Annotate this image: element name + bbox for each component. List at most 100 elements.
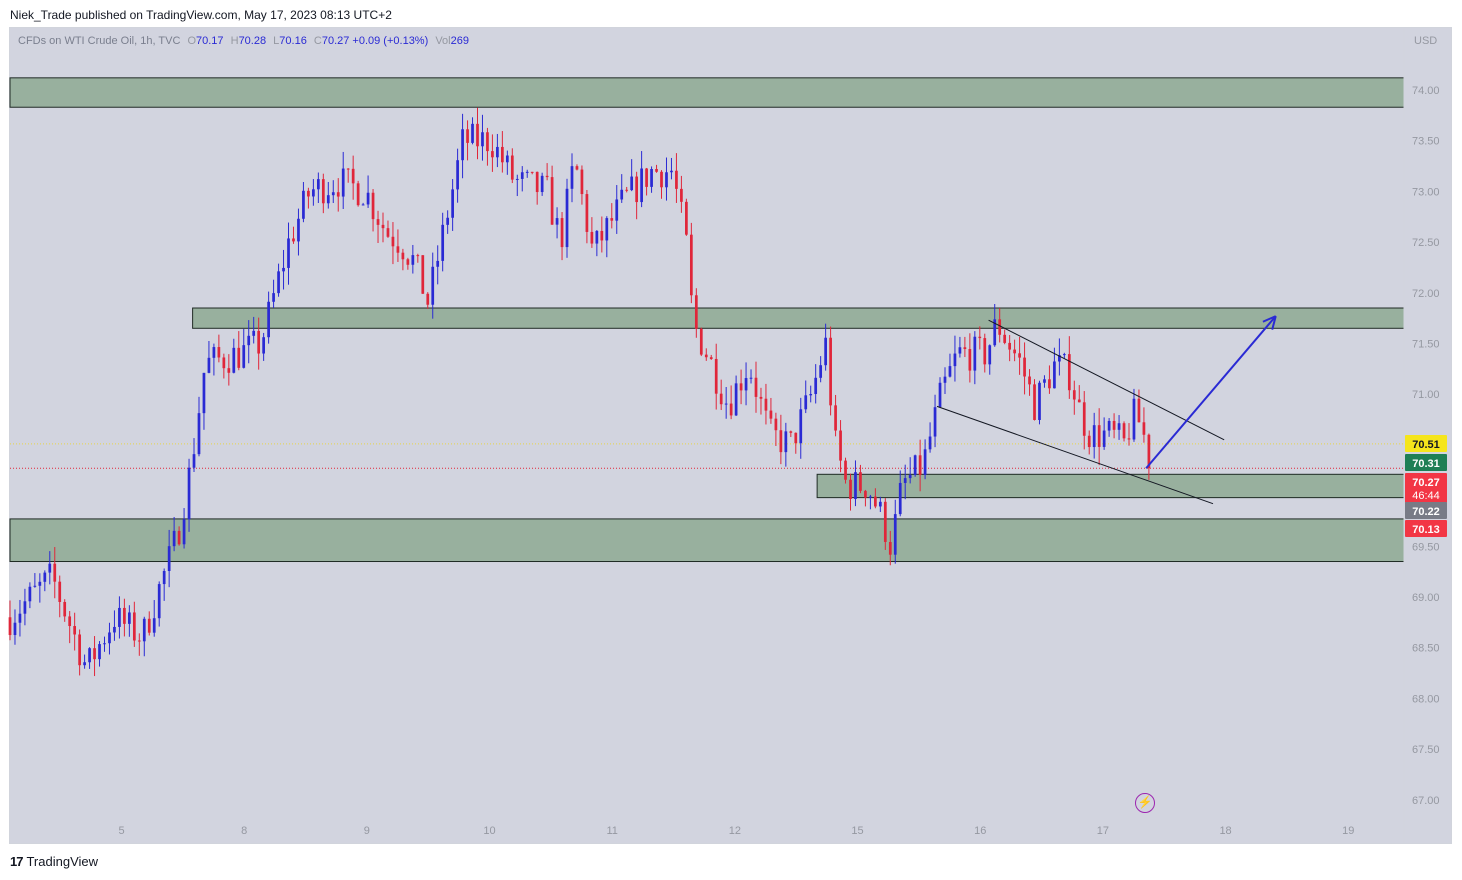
candle-body xyxy=(222,357,226,369)
candle-body xyxy=(575,166,579,170)
price-badge xyxy=(1405,473,1447,503)
publisher-header: Niek_Trade published on TradingView.com,… xyxy=(10,8,392,22)
y-tick-label: 73.50 xyxy=(1412,136,1440,148)
candle-body xyxy=(113,626,116,633)
candle-body xyxy=(764,398,768,411)
candle-body xyxy=(809,394,813,396)
candle-body xyxy=(162,570,166,585)
candle-body xyxy=(540,175,544,193)
candle-body xyxy=(207,357,211,373)
candle-body xyxy=(197,413,201,455)
candle-body xyxy=(1147,434,1151,469)
zone-rect xyxy=(192,307,1405,329)
candle-body xyxy=(1023,357,1026,377)
candle-body xyxy=(1038,382,1041,420)
candle-body xyxy=(103,643,106,645)
candle-body xyxy=(535,171,539,193)
candle-body xyxy=(1117,423,1121,430)
candle-body xyxy=(381,224,385,229)
x-tick-label: 16 xyxy=(974,825,986,837)
currency-label[interactable]: USD xyxy=(1414,35,1438,47)
candle-body xyxy=(689,234,693,296)
candle-body xyxy=(794,432,798,444)
candle-body xyxy=(401,252,405,260)
candle-body xyxy=(640,168,643,203)
candle-body xyxy=(73,626,77,635)
candle-body xyxy=(605,218,609,241)
y-tick-label: 72.00 xyxy=(1412,288,1440,300)
candle-body xyxy=(615,199,619,221)
candle-body xyxy=(968,349,972,371)
candle-body xyxy=(675,170,678,189)
candle-body xyxy=(297,218,300,242)
candle-body xyxy=(182,519,186,545)
change-value: +0.09 (+0.13%) xyxy=(352,35,429,47)
candle-body xyxy=(142,618,146,642)
candle-body xyxy=(824,337,827,366)
candle-body xyxy=(137,640,141,642)
price-badge-value: 70.27 xyxy=(1412,477,1440,489)
candle-body xyxy=(262,337,266,354)
lightning-icon[interactable]: ⚡ xyxy=(1135,793,1155,813)
candle-body xyxy=(839,430,842,461)
x-tick-label: 19 xyxy=(1342,825,1354,837)
plot-area[interactable] xyxy=(10,28,1404,843)
candle-body xyxy=(287,238,290,268)
candle-body xyxy=(431,266,435,305)
candle-body xyxy=(217,347,221,358)
candle-body xyxy=(893,514,897,555)
candle-body xyxy=(570,166,574,189)
candle-body xyxy=(1043,379,1046,383)
candle-body xyxy=(898,482,902,515)
candle-body xyxy=(28,586,32,602)
price-badge-value: 70.31 xyxy=(1412,458,1440,470)
candle-body xyxy=(466,129,469,143)
candle-body xyxy=(8,617,12,636)
candle-body xyxy=(331,192,335,196)
candle-body xyxy=(341,168,345,197)
candle-body xyxy=(326,195,330,204)
y-tick-label: 74.00 xyxy=(1412,85,1440,97)
candle-body xyxy=(1092,425,1096,448)
candle-body xyxy=(351,168,355,184)
candle-body xyxy=(187,467,191,520)
low-value: 70.16 xyxy=(279,35,307,47)
candle-body xyxy=(456,160,459,190)
candle-body xyxy=(888,541,892,555)
candle-body xyxy=(1062,354,1066,356)
tradingview-footer[interactable]: 17 TradingView xyxy=(10,854,98,869)
candle-body xyxy=(53,563,57,582)
symbol-legend[interactable]: CFDs on WTI Crude Oil, 1h, TVC O70.17 H7… xyxy=(18,35,469,47)
candle-body xyxy=(759,396,763,399)
candle-body xyxy=(510,155,514,180)
candle-body xyxy=(565,188,569,248)
candle-body xyxy=(406,259,410,265)
candle-body xyxy=(769,410,773,419)
candle-body xyxy=(1003,334,1007,343)
candle-body xyxy=(1097,425,1101,447)
candle-body xyxy=(366,192,370,205)
candle-body xyxy=(655,169,658,172)
candle-body xyxy=(903,478,907,483)
x-tick-label: 5 xyxy=(118,825,124,837)
candle-body xyxy=(476,123,479,147)
candle-body xyxy=(973,336,977,371)
candle-body xyxy=(685,201,688,235)
candle-body xyxy=(157,584,161,619)
candle-body xyxy=(834,405,837,431)
volume-label: Vol xyxy=(435,35,451,47)
candle-body xyxy=(859,472,862,491)
price-badge-value: 70.22 xyxy=(1412,506,1440,518)
candle-body xyxy=(680,188,683,202)
x-tick-label: 9 xyxy=(364,825,370,837)
candle-body xyxy=(883,501,887,542)
price-badge xyxy=(1405,520,1447,537)
open-label: O xyxy=(187,35,197,47)
candle-body xyxy=(650,169,653,187)
candle-body xyxy=(441,224,445,261)
candle-body xyxy=(1028,376,1031,385)
price-badge xyxy=(1405,435,1447,452)
x-tick-label: 12 xyxy=(729,825,741,837)
candle-body xyxy=(719,393,723,405)
